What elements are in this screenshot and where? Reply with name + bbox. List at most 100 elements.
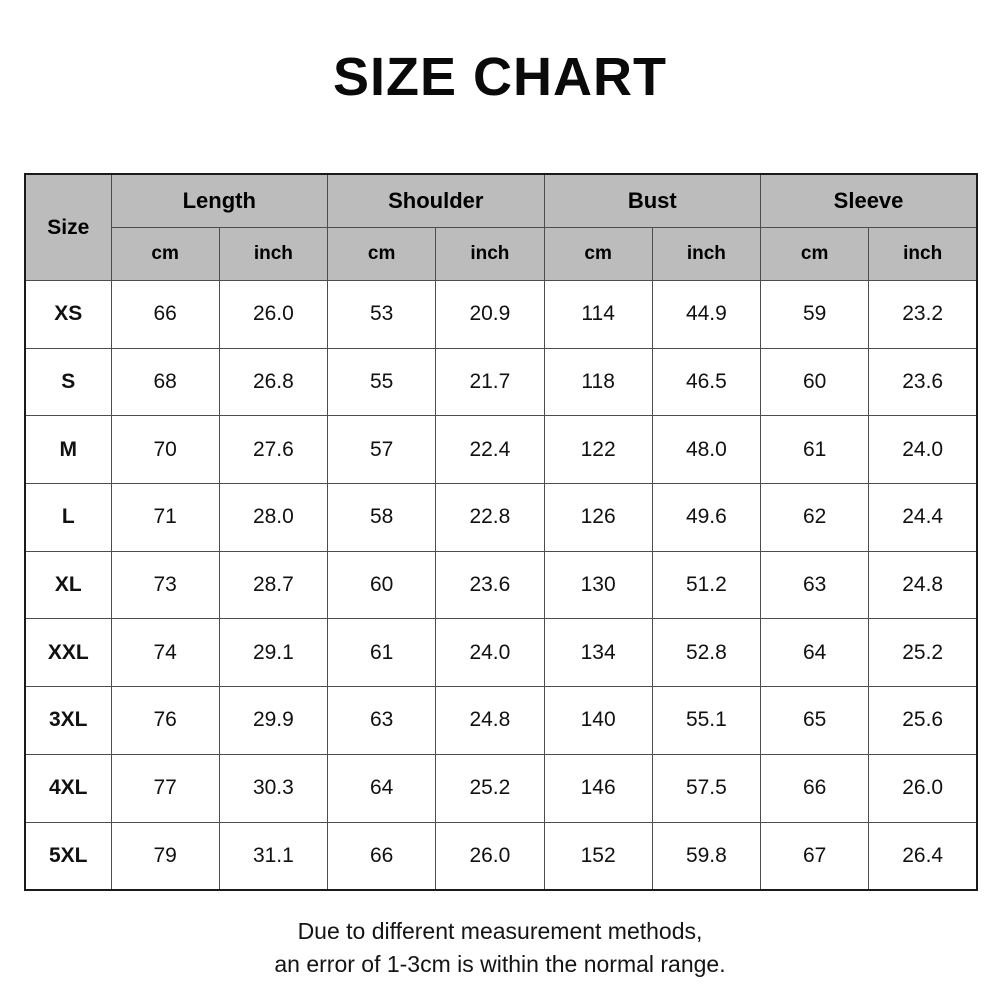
cell-sleeve-inch: 25.6 — [868, 686, 978, 755]
table-header: Size Length Shoulder Bust Sleeve cm inch… — [24, 173, 978, 281]
table-row: 3XL 76 29.9 63 24.8 140 55.1 65 25.6 — [24, 686, 978, 755]
header-group-length: Length — [110, 173, 329, 228]
cell-sleeve-cm: 62 — [760, 483, 870, 552]
cell-shoulder-inch: 24.0 — [435, 618, 545, 688]
cell-sleeve-inch: 24.8 — [868, 550, 978, 620]
table-row: S 68 26.8 55 21.7 118 46.5 60 23.6 — [24, 347, 978, 417]
cell-shoulder-inch: 24.8 — [435, 686, 545, 755]
cell-length-cm: 79 — [110, 821, 220, 891]
cell-bust-inch: 57.5 — [651, 753, 762, 823]
page-title: SIZE CHART — [333, 47, 667, 107]
cell-sleeve-inch: 25.2 — [868, 618, 978, 688]
cell-length-inch: 29.1 — [218, 618, 329, 688]
disclaimer-line-2: an error of 1-3cm is within the normal r… — [274, 950, 726, 977]
cell-sleeve-cm: 60 — [760, 347, 870, 417]
cell-length-inch: 28.0 — [218, 483, 329, 552]
cell-sleeve-cm: 63 — [760, 550, 870, 620]
cell-sleeve-cm: 59 — [760, 280, 870, 349]
cell-bust-cm: 126 — [543, 483, 653, 552]
cell-bust-cm: 118 — [543, 347, 653, 417]
cell-shoulder-cm: 64 — [327, 753, 437, 823]
table-row: L 71 28.0 58 22.8 126 49.6 62 24.4 — [24, 483, 978, 552]
cell-shoulder-inch: 21.7 — [435, 347, 545, 417]
cell-shoulder-inch: 23.6 — [435, 550, 545, 620]
cell-shoulder-cm: 61 — [327, 618, 437, 688]
cell-length-inch: 26.0 — [218, 280, 329, 349]
header-unit-bust-cm: cm — [543, 227, 653, 281]
measurement-disclaimer: Due to different measurement methods, an… — [0, 915, 1000, 980]
size-chart-table-container: Size Length Shoulder Bust Sleeve cm inch… — [24, 173, 979, 892]
cell-length-cm: 70 — [110, 415, 220, 485]
header-group-bust: Bust — [543, 173, 762, 228]
cell-length-inch: 31.1 — [218, 821, 329, 891]
header-unit-shoulder-cm: cm — [327, 227, 437, 281]
cell-shoulder-inch: 22.4 — [435, 415, 545, 485]
cell-size: XXL — [24, 618, 112, 688]
table-row: M 70 27.6 57 22.4 122 48.0 61 24.0 — [24, 415, 978, 485]
cell-bust-cm: 114 — [543, 280, 653, 349]
cell-size: 3XL — [24, 686, 112, 755]
header-unit-bust-inch: inch — [651, 227, 762, 281]
cell-sleeve-cm: 61 — [760, 415, 870, 485]
cell-shoulder-inch: 25.2 — [435, 753, 545, 823]
cell-length-cm: 71 — [110, 483, 220, 552]
cell-shoulder-cm: 53 — [327, 280, 437, 349]
cell-bust-inch: 48.0 — [651, 415, 762, 485]
cell-size: L — [24, 483, 112, 552]
cell-length-inch: 26.8 — [218, 347, 329, 417]
cell-sleeve-cm: 64 — [760, 618, 870, 688]
cell-shoulder-inch: 20.9 — [435, 280, 545, 349]
header-unit-sleeve-inch: inch — [868, 227, 978, 281]
cell-length-inch: 29.9 — [218, 686, 329, 755]
cell-length-inch: 30.3 — [218, 753, 329, 823]
cell-bust-inch: 46.5 — [651, 347, 762, 417]
cell-bust-inch: 51.2 — [651, 550, 762, 620]
cell-sleeve-inch: 26.4 — [868, 821, 978, 891]
table-row: XXL 74 29.1 61 24.0 134 52.8 64 25.2 — [24, 618, 978, 688]
cell-size: S — [24, 347, 112, 417]
cell-shoulder-cm: 58 — [327, 483, 437, 552]
header-unit-sleeve-cm: cm — [760, 227, 870, 281]
cell-bust-inch: 52.8 — [651, 618, 762, 688]
size-chart-table: Size Length Shoulder Bust Sleeve cm inch… — [24, 173, 979, 892]
cell-shoulder-cm: 63 — [327, 686, 437, 755]
cell-size: XS — [24, 280, 112, 349]
cell-bust-cm: 140 — [543, 686, 653, 755]
cell-bust-cm: 146 — [543, 753, 653, 823]
header-row-groups: Size Length Shoulder Bust Sleeve — [24, 173, 978, 281]
table-row: XS 66 26.0 53 20.9 114 44.9 59 23.2 — [24, 280, 978, 349]
cell-length-cm: 68 — [110, 347, 220, 417]
cell-shoulder-inch: 26.0 — [435, 821, 545, 891]
cell-shoulder-cm: 66 — [327, 821, 437, 891]
header-unit-shoulder-inch: inch — [435, 227, 545, 281]
cell-bust-cm: 152 — [543, 821, 653, 891]
cell-shoulder-cm: 57 — [327, 415, 437, 485]
cell-bust-inch: 55.1 — [651, 686, 762, 755]
cell-bust-cm: 130 — [543, 550, 653, 620]
cell-length-inch: 27.6 — [218, 415, 329, 485]
cell-length-cm: 76 — [110, 686, 220, 755]
cell-sleeve-cm: 66 — [760, 753, 870, 823]
table-row: 5XL 79 31.1 66 26.0 152 59.8 67 26.4 — [24, 821, 978, 891]
cell-bust-inch: 49.6 — [651, 483, 762, 552]
cell-bust-cm: 134 — [543, 618, 653, 688]
cell-size: 5XL — [24, 821, 112, 891]
table-body: XS 66 26.0 53 20.9 114 44.9 59 23.2 S 68… — [24, 280, 978, 891]
header-unit-length-inch: inch — [218, 227, 329, 281]
cell-sleeve-inch: 23.6 — [868, 347, 978, 417]
cell-sleeve-inch: 24.4 — [868, 483, 978, 552]
header-row-units: cm inch cm inch cm inch cm inch — [25, 227, 978, 281]
cell-sleeve-inch: 24.0 — [868, 415, 978, 485]
header-group-shoulder: Shoulder — [327, 173, 545, 228]
cell-sleeve-inch: 23.2 — [868, 280, 978, 349]
header-size: Size — [24, 173, 112, 281]
header-unit-length-cm: cm — [110, 227, 220, 281]
cell-bust-cm: 122 — [543, 415, 653, 485]
cell-length-cm: 73 — [110, 550, 220, 620]
cell-size: 4XL — [24, 753, 112, 823]
cell-length-inch: 28.7 — [218, 550, 329, 620]
cell-length-cm: 66 — [110, 280, 220, 349]
cell-size: M — [24, 415, 112, 485]
cell-length-cm: 77 — [110, 753, 220, 823]
